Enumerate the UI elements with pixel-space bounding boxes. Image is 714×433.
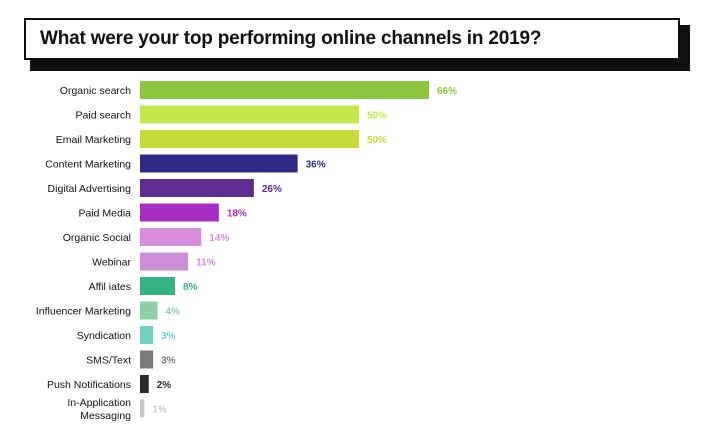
bar-influencer-marketing [140, 301, 158, 320]
value-label-push-notifications: 2% [157, 380, 172, 391]
category-label-in-application-messaging: In-Application Messaging [67, 397, 131, 422]
category-label-line: In-Application [67, 397, 131, 409]
value-label-digital-advertising: 26% [262, 184, 282, 195]
value-label-organic-search: 66% [437, 86, 457, 97]
bar-syndication [140, 326, 154, 344]
value-label-paid-media: 18% [227, 209, 247, 220]
category-label-sms-text: SMS/Text [86, 355, 131, 367]
bar-digital-advertising [140, 179, 254, 197]
category-label-organic-social: Organic Social [63, 232, 131, 244]
value-label-influencer-marketing: 4% [166, 307, 181, 318]
bar-paid-media [140, 203, 219, 222]
category-label-influencer-marketing: Influencer Marketing [36, 306, 131, 318]
category-label-webinar: Webinar [92, 257, 131, 269]
value-label-in-application-messaging: 1% [152, 405, 167, 416]
value-label-webinar: 11% [196, 258, 216, 269]
category-label-digital-advertising: Digital Advertising [48, 183, 132, 195]
bar-push-notifications [140, 375, 149, 393]
category-label-paid-media: Paid Media [78, 208, 131, 220]
value-label-email-marketing: 50% [367, 135, 387, 146]
category-label-line: Messaging [80, 410, 131, 422]
bar-webinar [140, 252, 189, 271]
value-label-sms-text: 3% [161, 356, 176, 367]
category-label-push-notifications: Push Notifications [47, 379, 131, 391]
bar-paid-search [140, 105, 359, 124]
bar-organic-search [140, 81, 429, 99]
category-label-paid-search: Paid search [76, 110, 132, 122]
bar-email-marketing [140, 130, 359, 148]
bar-content-marketing [140, 154, 298, 173]
value-label-content-marketing: 36% [306, 160, 326, 171]
category-label-affil-iates: Affil iates [89, 281, 131, 293]
bar-sms-text [140, 350, 154, 369]
bar-in-application-messaging [140, 399, 145, 418]
category-label-email-marketing: Email Marketing [56, 134, 131, 146]
category-label-organic-search: Organic search [60, 85, 131, 97]
category-label-syndication: Syndication [77, 330, 131, 342]
bar-affil-iates [140, 277, 176, 295]
category-label-content-marketing: Content Marketing [45, 159, 131, 171]
title-box: What were your top performing online cha… [24, 18, 680, 60]
bar-organic-social [140, 228, 202, 246]
value-label-organic-social: 14% [209, 233, 229, 244]
value-label-paid-search: 50% [367, 111, 387, 122]
chart-title: What were your top performing online cha… [40, 28, 542, 49]
value-label-syndication: 3% [161, 331, 176, 342]
value-label-affil-iates: 8% [183, 282, 198, 293]
